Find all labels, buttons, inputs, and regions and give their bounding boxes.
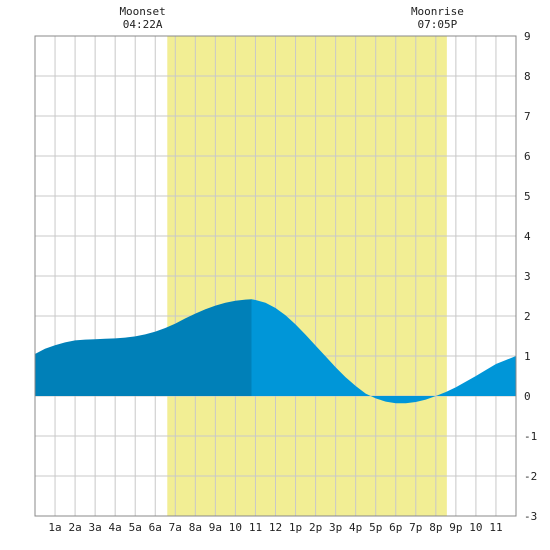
y-tick-label: -3: [524, 510, 537, 523]
x-tick-label: 7a: [169, 521, 182, 534]
x-tick-label: 3p: [329, 521, 342, 534]
x-tick-label: 11: [489, 521, 502, 534]
x-tick-label: 4a: [109, 521, 122, 534]
x-tick-label: 12: [269, 521, 282, 534]
moonrise-title: Moonrise: [411, 5, 464, 18]
moonrise-time: 07:05P: [418, 18, 458, 31]
y-tick-label: -2: [524, 470, 537, 483]
x-tick-label: 11: [249, 521, 262, 534]
y-tick-label: 1: [524, 350, 531, 363]
tide-area-layer: [35, 299, 516, 404]
tide-area-rising: [35, 299, 252, 396]
x-tick-label: 5p: [369, 521, 382, 534]
x-tick-label: 1a: [48, 521, 61, 534]
y-tick-label: 6: [524, 150, 531, 163]
moon-annotations: Moonset 04:22A Moonrise 07:05P: [119, 5, 463, 31]
x-tick-label: 1p: [289, 521, 302, 534]
tide-area-falling: [251, 299, 516, 404]
x-tick-label: 10: [229, 521, 242, 534]
y-tick-label: 4: [524, 230, 531, 243]
y-tick-label: 8: [524, 70, 531, 83]
x-tick-label: 3a: [89, 521, 102, 534]
x-tick-labels: 1a 2a 3a 4a 5a 6a 7a 8a 9a 10 11 12 1p 2p 3p 4p 5p 6p 7p 8p…: [48, 521, 502, 534]
x-tick-label: 8p: [429, 521, 442, 534]
moonset-title: Moonset: [119, 5, 165, 18]
x-tick-label: 10: [469, 521, 482, 534]
y-tick-label: 9: [524, 30, 531, 43]
x-tick-label: 5a: [129, 521, 142, 534]
y-tick-label: -1: [524, 430, 537, 443]
x-tick-label: 4p: [349, 521, 362, 534]
y-tick-label: 7: [524, 110, 531, 123]
x-tick-label: 9a: [209, 521, 222, 534]
plot-frame: [34, 35, 517, 517]
x-tick-label: 6a: [149, 521, 162, 534]
y-tick-label: 3: [524, 270, 531, 283]
x-tick-label: 2a: [68, 521, 81, 534]
y-tick-label: 2: [524, 310, 531, 323]
x-tick-label: 7p: [409, 521, 422, 534]
moonset-time: 04:22A: [123, 18, 163, 31]
x-tick-label: 9p: [449, 521, 462, 534]
x-tick-label: 8a: [189, 521, 202, 534]
plot-frame-layer: [34, 35, 517, 517]
y-tick-label: 5: [524, 190, 531, 203]
y-tick-label: 0: [524, 390, 531, 403]
x-tick-label: 6p: [389, 521, 402, 534]
y-tick-labels: -3 -2 -1 0 1 2 3 4 5 6 7 8 9: [524, 30, 537, 523]
x-tick-label: 2p: [309, 521, 322, 534]
